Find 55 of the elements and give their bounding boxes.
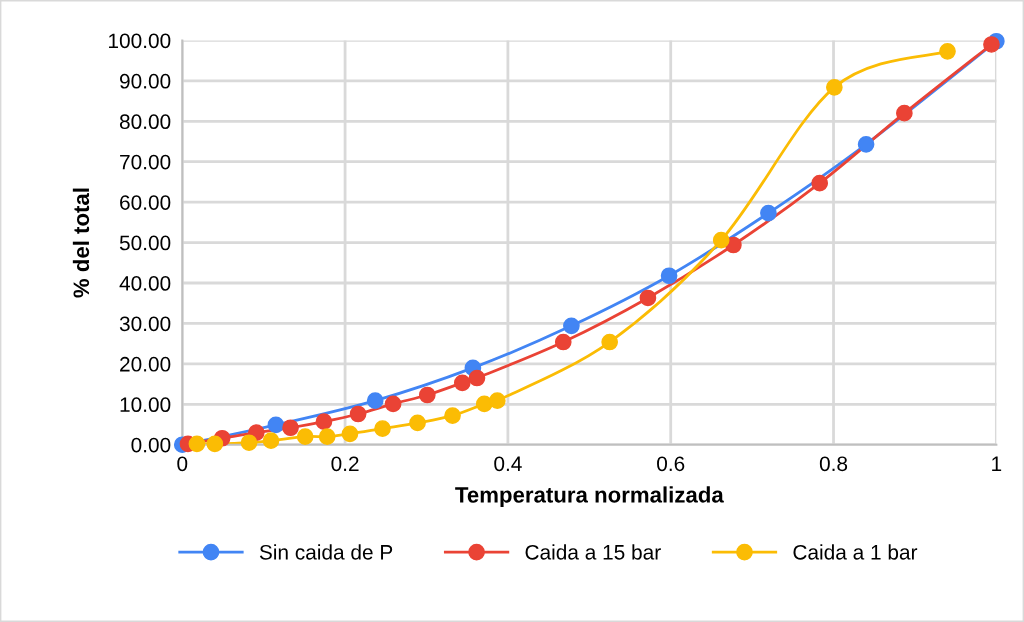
point (240, 434, 258, 452)
point (444, 407, 461, 424)
point (374, 420, 391, 437)
x-tick-label: 0.8 (819, 456, 848, 472)
x-tick-label: 0.2 (331, 456, 359, 472)
y-tick-label: 10.00 (120, 397, 171, 413)
point (468, 369, 486, 387)
y-tick-label: 70.00 (120, 154, 171, 170)
point (660, 267, 678, 285)
point (811, 174, 829, 192)
x-tick-label: 1 (992, 456, 1002, 471)
point (939, 43, 956, 60)
point (349, 405, 367, 423)
point (563, 317, 580, 335)
point (418, 386, 436, 404)
x-tick-label: 0 (177, 456, 188, 472)
legend-label: Caida a 1 bar (793, 544, 918, 560)
point (341, 425, 359, 443)
point (262, 432, 280, 450)
legend-label: Caida a 15 bar (525, 544, 661, 560)
x-tick-label: 0.4 (494, 456, 522, 472)
point (206, 435, 224, 453)
point (267, 416, 285, 434)
point (554, 333, 572, 351)
point (366, 392, 384, 409)
point (639, 289, 657, 307)
point (453, 374, 471, 392)
y-tick-label: 60.00 (120, 195, 171, 210)
point (601, 333, 618, 351)
y-tick-label: 0.00 (131, 437, 171, 453)
y-tick-label: 30.00 (119, 316, 171, 332)
point (488, 392, 506, 409)
y-axis-title: % del total (72, 188, 90, 298)
y-tick-label: 80.00 (119, 114, 171, 130)
point (896, 104, 913, 122)
point (857, 136, 875, 153)
point (315, 413, 333, 431)
point (983, 36, 1000, 53)
point (188, 435, 206, 453)
point (318, 428, 336, 445)
y-tick-label: 50.00 (119, 235, 171, 251)
y-tick-label: 20.00 (120, 356, 171, 372)
point (296, 428, 314, 445)
y-tick-label: 100.00 (109, 33, 171, 49)
x-tick-label: 0.6 (657, 456, 685, 472)
point (712, 231, 730, 249)
legend-label: Sin caida de P (259, 544, 393, 560)
y-tick-label: 90.00 (120, 73, 171, 89)
point (384, 395, 402, 413)
point (826, 78, 843, 96)
point (760, 204, 777, 222)
point (282, 419, 299, 437)
point (409, 414, 426, 432)
y-tick-label: 40.00 (119, 276, 171, 291)
x-axis-title: Temperatura normalizada (455, 486, 724, 508)
